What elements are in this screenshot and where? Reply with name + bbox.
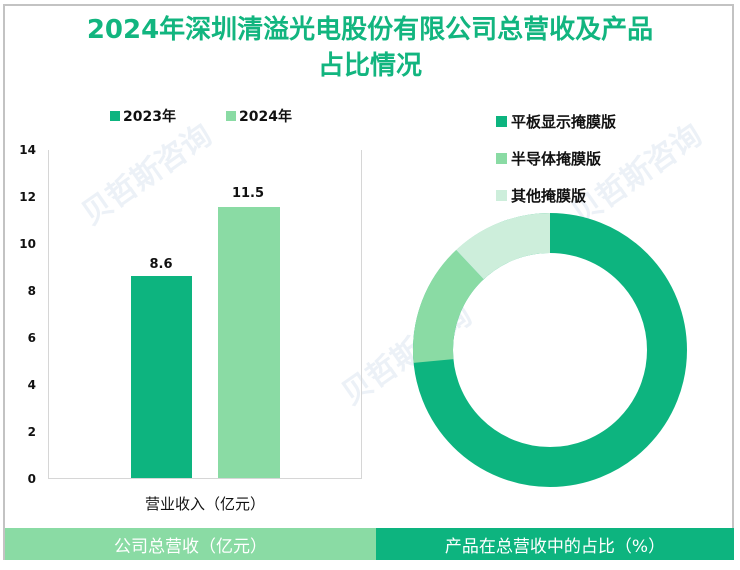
legend-swatch — [496, 190, 507, 201]
y-tick: 0 — [27, 472, 36, 486]
y-tick: 4 — [27, 378, 36, 392]
legend-2024: 2024年 — [226, 106, 292, 126]
title-line-2: 占比情况 — [317, 51, 422, 81]
bar-value-2023: 8.6 — [149, 257, 173, 272]
bar-2023 — [131, 276, 192, 478]
footer-left-banner: 公司总营收（亿元） — [5, 528, 376, 560]
bar-value-2024: 11.5 — [231, 186, 265, 201]
legend-swatch — [496, 153, 507, 164]
legend-label: 2024年 — [239, 109, 292, 125]
y-tick: 12 — [19, 190, 36, 204]
y-tick: 14 — [19, 143, 36, 157]
footer-left-label: 公司总营收（亿元） — [114, 536, 267, 557]
donut-legend-other: 其他掩膜版 — [496, 185, 586, 206]
y-tick: 10 — [19, 237, 36, 251]
donut-segment-semiconductor — [412, 250, 484, 363]
donut-legend-flat-panel: 平板显示掩膜版 — [496, 111, 616, 132]
legend-label: 其他掩膜版 — [511, 187, 587, 205]
bar-2024 — [218, 207, 280, 478]
footer-right-label: 产品在总营收中的占比（%） — [444, 536, 666, 557]
legend-2023: 2023年 — [110, 106, 176, 126]
legend-label: 平板显示掩膜版 — [511, 113, 617, 131]
footer-right-banner: 产品在总营收中的占比（%） — [376, 528, 734, 560]
legend-swatch-2023 — [110, 111, 120, 121]
legend-swatch-2024 — [226, 111, 236, 121]
legend-label: 半导体掩膜版 — [511, 150, 602, 168]
title-line-1: 2024年深圳清溢光电股份有限公司总营收及产品 — [86, 15, 654, 45]
donut-legend-semiconductor: 半导体掩膜版 — [496, 148, 601, 169]
donut-segment-other — [456, 212, 550, 280]
bar-plot-area — [48, 150, 362, 479]
y-tick: 2 — [27, 425, 36, 439]
x-axis-label: 营业收入（亿元） — [144, 495, 265, 513]
y-tick: 6 — [27, 331, 36, 345]
legend-swatch — [496, 116, 507, 127]
y-tick: 8 — [27, 284, 36, 298]
donut-chart — [412, 212, 687, 487]
chart-title: 2024年深圳清溢光电股份有限公司总营收及产品 占比情况 — [0, 12, 740, 84]
legend-label: 2023年 — [123, 109, 176, 125]
